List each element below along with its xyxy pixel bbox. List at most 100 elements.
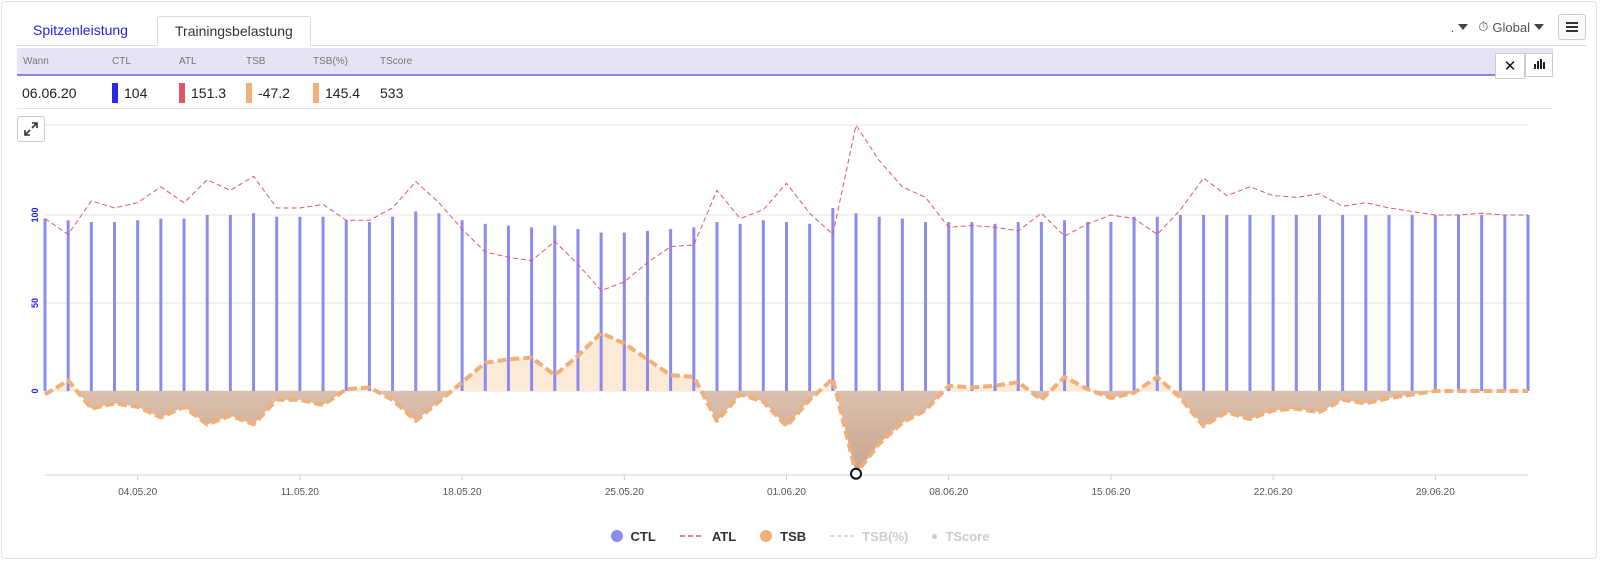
ctl-bar bbox=[599, 232, 603, 391]
ctl-bar bbox=[761, 220, 765, 391]
ctl-bar bbox=[530, 227, 534, 391]
tab-trainingsbelastung[interactable]: Trainingsbelastung bbox=[157, 16, 311, 46]
ctl-bar bbox=[785, 222, 788, 391]
ctl-bar bbox=[1016, 222, 1020, 391]
ctl-bar bbox=[622, 232, 626, 391]
tsb-line bbox=[43, 330, 1528, 476]
ctl-bar bbox=[252, 213, 256, 391]
legend-tscore[interactable]: TScore bbox=[932, 526, 989, 546]
ctl-bar bbox=[854, 213, 858, 391]
period-dropdown[interactable]: . bbox=[1451, 20, 1469, 35]
ctl-bar bbox=[483, 223, 487, 391]
ctl-bar bbox=[715, 222, 719, 391]
x-tick-label: 11.05.20 bbox=[281, 487, 320, 498]
scope-label: Global bbox=[1492, 19, 1530, 35]
ctl-bar bbox=[228, 215, 232, 391]
ctl-bar bbox=[576, 229, 580, 391]
x-axis: 04.05.20 11.05.20 18.05.20 25.05.20 01.06.20… bbox=[118, 475, 1455, 498]
ctl-bar bbox=[113, 222, 117, 391]
ctl-bar bbox=[506, 225, 510, 391]
legend-tsb-pct-label: TSB(%) bbox=[862, 528, 909, 544]
current-tscore: 533 bbox=[380, 85, 404, 101]
legend-tsb-marker bbox=[760, 530, 773, 542]
ctl-bar bbox=[460, 220, 464, 391]
tab-spitzenleistung[interactable]: Spitzenleistung bbox=[33, 22, 128, 38]
ctl-bar bbox=[1294, 215, 1298, 391]
tsb-highlight-point bbox=[850, 467, 863, 480]
legend-atl[interactable]: ATL bbox=[679, 526, 737, 546]
ctl-bar bbox=[900, 218, 904, 391]
y-tick-label: 100 bbox=[30, 207, 40, 222]
ctl-bar bbox=[645, 230, 649, 391]
current-atl: 151.3 bbox=[191, 85, 227, 101]
legend-tscore-marker bbox=[932, 533, 938, 539]
ctl-bar bbox=[159, 218, 163, 391]
ctl-bar bbox=[43, 218, 47, 391]
legend-tsb-pct-marker bbox=[830, 535, 855, 537]
stats-button[interactable] bbox=[1525, 53, 1553, 77]
chart-legend: CTL ATL TSB TSB(%) TScore bbox=[0, 526, 1600, 546]
legend-tsb-pct[interactable]: TSB(%) bbox=[830, 526, 908, 546]
menu-button[interactable] bbox=[1558, 14, 1586, 40]
expand-button[interactable] bbox=[17, 116, 45, 142]
x-tick-label: 22.06.20 bbox=[1254, 487, 1293, 498]
current-tsb: -47.2 bbox=[258, 85, 290, 101]
legend-atl-marker bbox=[679, 535, 704, 537]
legend-ctl-marker bbox=[610, 530, 623, 542]
legend-ctl-label: CTL bbox=[630, 528, 656, 544]
close-button[interactable]: ✕ bbox=[1495, 53, 1525, 79]
legend-tscore-label: TScore bbox=[945, 528, 990, 544]
ctl-bar bbox=[1202, 215, 1206, 391]
header-wann: Wann bbox=[23, 56, 49, 67]
training-load-chart: 04.05.20 11.05.20 18.05.20 25.05.20 01.06.20… bbox=[30, 123, 1530, 498]
ctl-bar bbox=[993, 223, 997, 391]
series-lines bbox=[43, 123, 1528, 476]
ctl-bar bbox=[1178, 215, 1182, 391]
ctl-bar bbox=[947, 222, 951, 391]
ctl-bar bbox=[1480, 215, 1484, 391]
x-tick-label: 01.06.20 bbox=[767, 487, 806, 498]
ctl-bar bbox=[831, 207, 835, 391]
legend-ctl[interactable]: CTL bbox=[610, 526, 656, 546]
ctl-swatch bbox=[112, 83, 118, 103]
x-tick-label: 25.05.20 bbox=[605, 487, 644, 498]
current-values-row: 06.06.20 104 151.3 -47.2 145.4 533 bbox=[17, 80, 1553, 109]
legend-tsb[interactable]: TSB bbox=[760, 526, 806, 546]
x-tick-label: 08.06.20 bbox=[929, 487, 968, 498]
ctl-bar bbox=[1155, 216, 1159, 391]
ctl-bar bbox=[970, 222, 974, 391]
ctl-bar bbox=[924, 222, 928, 391]
current-date: 06.06.20 bbox=[22, 85, 77, 101]
ctl-bar bbox=[1410, 215, 1414, 391]
tsb-pct-swatch bbox=[313, 83, 319, 103]
header-tools: ✕ bbox=[1495, 53, 1553, 79]
ctl-bar bbox=[1341, 215, 1345, 391]
ctl-bar bbox=[437, 213, 441, 391]
series-header: Wann CTL ATL TSB TSB(%) TScore ✕ bbox=[17, 48, 1553, 79]
tsb-swatch bbox=[246, 83, 252, 103]
header-tsb: TSB bbox=[246, 56, 266, 67]
chevron-down-icon bbox=[1458, 24, 1469, 30]
ctl-bar bbox=[1503, 215, 1507, 391]
ctl-bar bbox=[1364, 215, 1368, 391]
y-axis: 0 50 100 bbox=[30, 207, 40, 393]
ctl-bar bbox=[1271, 215, 1275, 391]
ctl-bar bbox=[1317, 215, 1321, 391]
ctl-bar bbox=[414, 211, 418, 391]
ctl-bar bbox=[1039, 222, 1043, 391]
legend-atl-label: ATL bbox=[711, 528, 737, 544]
header-atl: ATL bbox=[179, 56, 197, 67]
x-tick-label: 04.05.20 bbox=[118, 487, 157, 498]
ctl-bar bbox=[89, 222, 93, 391]
header-ctl: CTL bbox=[112, 56, 131, 67]
x-tick-label: 15.06.20 bbox=[1091, 487, 1130, 498]
stopwatch-icon: ⏱ bbox=[1478, 19, 1489, 34]
ctl-bar bbox=[553, 225, 557, 391]
ctl-bar bbox=[1086, 222, 1090, 391]
chevron-down-icon bbox=[1534, 24, 1544, 30]
scope-dropdown[interactable]: ⏱ Global bbox=[1478, 19, 1544, 35]
tab-bar: Spitzenleistung Trainingsbelastung bbox=[16, 16, 1586, 46]
ctl-bar bbox=[1109, 222, 1113, 391]
ctl-bar bbox=[1225, 215, 1229, 391]
